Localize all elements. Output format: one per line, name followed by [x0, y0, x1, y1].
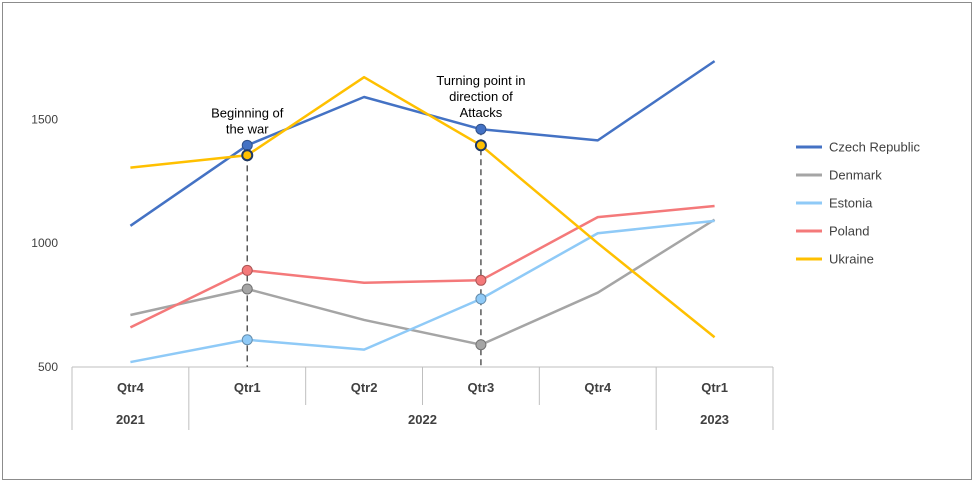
legend: Czech Republic Denmark Estonia Poland Ukrain… — [796, 140, 921, 267]
legend-label: Estonia — [829, 196, 873, 211]
y-tick-label: 1000 — [31, 236, 58, 250]
y-tick-label: 1500 — [31, 112, 58, 126]
data-point-marker — [241, 264, 253, 276]
data-point-marker — [474, 139, 487, 152]
x-tick-label: Qtr3 — [468, 380, 495, 395]
legend-label: Poland — [829, 224, 869, 239]
x-group-label: 2023 — [700, 412, 729, 427]
data-point-marker — [241, 149, 254, 162]
series-lines — [129, 60, 716, 364]
data-point-marker — [241, 334, 253, 346]
annotation-label: the war — [226, 121, 269, 136]
x-group-label: 2022 — [408, 412, 437, 427]
legend-label: Czech Republic — [829, 140, 921, 155]
annotation-lines — [246, 129, 482, 367]
annotation-label: Beginning of — [211, 105, 284, 120]
series-line-poland — [129, 204, 715, 329]
data-point-marker — [475, 123, 487, 135]
x-tick-label: Qtr1 — [234, 380, 261, 395]
data-point-marker — [241, 139, 253, 151]
y-tick-label: 500 — [38, 360, 58, 374]
series-markers — [241, 123, 487, 351]
x-tick-label: Qtr1 — [701, 380, 728, 395]
data-point-marker — [475, 293, 487, 305]
x-tick-label: Qtr4 — [117, 380, 145, 395]
legend-label: Ukraine — [829, 252, 874, 267]
series-line-denmark — [130, 218, 716, 346]
x-tick-label: Qtr2 — [351, 380, 378, 395]
series-line-czech-republic — [129, 60, 716, 227]
data-point-marker — [241, 283, 253, 295]
x-group-label: 2021 — [116, 412, 145, 427]
annotation-label: Turning point in — [436, 73, 525, 88]
data-point-marker — [475, 274, 487, 286]
axes: 500 1000 1500 Qtr4 Qtr1 Qtr2 Qtr3 Qtr4 Qtr1 2021 2… — [31, 112, 774, 430]
series-line-ukraine — [130, 75, 716, 339]
annotation-label: Attacks — [460, 105, 503, 120]
series-line-estonia — [130, 219, 715, 364]
annotation-label: direction of — [449, 89, 513, 104]
legend-label: Denmark — [829, 168, 882, 183]
data-point-marker — [475, 339, 487, 351]
x-tick-label: Qtr4 — [584, 380, 612, 395]
